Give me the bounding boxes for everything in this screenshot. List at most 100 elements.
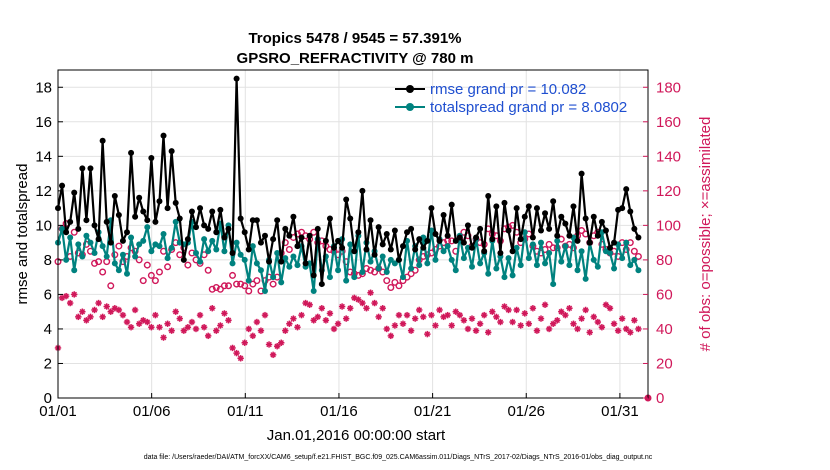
rmse-point bbox=[119, 237, 126, 244]
assimilated-obs-point bbox=[148, 324, 155, 331]
rmse-point bbox=[343, 196, 350, 203]
assimilated-obs-point bbox=[192, 325, 200, 333]
totalspread-point bbox=[590, 256, 597, 263]
assimilated-obs-point bbox=[574, 325, 581, 333]
totalspread-point bbox=[164, 255, 171, 262]
rmse-point bbox=[331, 244, 338, 251]
assimilated-obs-point bbox=[83, 317, 90, 324]
totalspread-point bbox=[542, 260, 549, 267]
rmse-point bbox=[111, 193, 118, 200]
totalspread-point bbox=[132, 253, 139, 260]
totalspread-point bbox=[197, 258, 204, 265]
rmse-point bbox=[241, 229, 248, 236]
totalspread-point bbox=[574, 267, 581, 274]
totalspread-point bbox=[148, 248, 155, 255]
assimilated-obs-point bbox=[265, 341, 273, 348]
assimilated-obs-point bbox=[326, 310, 334, 317]
totalspread-point bbox=[99, 243, 106, 250]
assimilated-obs-point bbox=[269, 351, 277, 359]
y-right-tick-label: 140 bbox=[656, 148, 681, 165]
rmse-point bbox=[566, 232, 573, 239]
totalspread-point bbox=[282, 255, 289, 262]
assimilated-obs-point bbox=[294, 324, 301, 331]
x-axis-label: Jan.01,2016 00:00:00 start bbox=[267, 427, 446, 444]
chart-subtitle: GPSRO_REFRACTIVITY @ 780 m bbox=[237, 50, 474, 67]
assimilated-obs-point bbox=[221, 310, 228, 317]
totalspread-point bbox=[562, 243, 569, 250]
assimilated-obs-point bbox=[525, 320, 533, 327]
assimilated-obs-point bbox=[448, 322, 455, 329]
assimilated-obs-point bbox=[416, 306, 423, 314]
assimilated-obs-point bbox=[99, 313, 106, 321]
possible-obs-point bbox=[147, 271, 155, 279]
possible-obs-point bbox=[630, 247, 638, 255]
assimilated-obs-point bbox=[578, 315, 585, 322]
rmse-point bbox=[517, 236, 524, 243]
totalspread-point bbox=[168, 244, 175, 251]
totalspread-point bbox=[578, 248, 585, 255]
totalspread-point bbox=[136, 241, 143, 248]
rmse-point bbox=[428, 205, 435, 212]
totalspread-point bbox=[635, 267, 642, 274]
totalspread-point bbox=[582, 275, 589, 282]
y-axis-label: rmse and totalspread bbox=[14, 164, 31, 305]
totalspread-point bbox=[444, 243, 451, 250]
assimilated-obs-point bbox=[306, 301, 313, 308]
assimilated-obs-point bbox=[176, 315, 183, 322]
rmse-point bbox=[148, 155, 155, 162]
totalspread-point bbox=[383, 268, 390, 275]
assimilated-obs-point bbox=[249, 332, 257, 340]
totalspread-point bbox=[400, 274, 407, 281]
totalspread-point bbox=[91, 249, 98, 256]
assimilated-obs-point bbox=[476, 320, 484, 327]
x-tick-label: 01/31 bbox=[601, 403, 639, 420]
rmse-point bbox=[270, 236, 277, 243]
assimilated-obs-point bbox=[164, 320, 171, 327]
y-right-tick-label: 60 bbox=[656, 286, 673, 303]
possible-obs-point bbox=[293, 230, 301, 238]
totalspread-point bbox=[79, 253, 86, 260]
totalspread-point bbox=[172, 218, 179, 225]
rmse-point bbox=[156, 198, 163, 205]
rmse-point bbox=[172, 199, 179, 206]
assimilated-obs-point bbox=[347, 305, 354, 312]
totalspread-point bbox=[505, 255, 512, 262]
totalspread-point bbox=[432, 256, 439, 263]
rmse-point bbox=[221, 234, 228, 241]
x-tick-label: 01/01 bbox=[39, 403, 77, 420]
totalspread-point bbox=[233, 239, 240, 246]
assimilated-obs-point bbox=[497, 318, 504, 326]
assimilated-obs-point bbox=[395, 311, 403, 319]
assimilated-obs-point bbox=[144, 318, 151, 326]
possible-obs-point bbox=[383, 277, 391, 285]
rmse-point bbox=[375, 224, 382, 231]
totalspread-point bbox=[124, 270, 131, 277]
rmse-point bbox=[99, 137, 106, 144]
totalspread-point bbox=[63, 256, 70, 263]
totalspread-point bbox=[213, 246, 220, 253]
rmse-point bbox=[298, 234, 305, 241]
totalspread-point bbox=[379, 253, 386, 260]
possible-obs-point bbox=[249, 280, 257, 288]
possible-obs-point bbox=[269, 280, 277, 288]
assimilated-obs-point bbox=[115, 306, 123, 314]
rmse-point bbox=[586, 239, 593, 246]
assimilated-obs-point bbox=[367, 289, 374, 296]
assimilated-obs-point bbox=[278, 339, 285, 346]
assimilated-obs-point bbox=[119, 311, 127, 319]
chart-title: Tropics 5478 / 9545 = 57.391% bbox=[248, 30, 461, 47]
totalspread-point bbox=[71, 267, 78, 274]
y-tick-label: 10 bbox=[35, 217, 52, 234]
totalspread-point bbox=[391, 260, 398, 267]
totalspread-point bbox=[103, 253, 110, 260]
assimilated-obs-point bbox=[468, 315, 476, 322]
assimilated-obs-point bbox=[188, 318, 196, 326]
assimilated-obs-point bbox=[598, 324, 606, 331]
assimilated-obs-point bbox=[123, 318, 131, 326]
rmse-point bbox=[533, 205, 540, 212]
totalspread-point bbox=[245, 277, 252, 284]
rmse-point bbox=[367, 217, 374, 224]
assimilated-obs-point bbox=[152, 311, 159, 319]
totalspread-point bbox=[546, 249, 553, 256]
rmse-point bbox=[391, 227, 398, 234]
